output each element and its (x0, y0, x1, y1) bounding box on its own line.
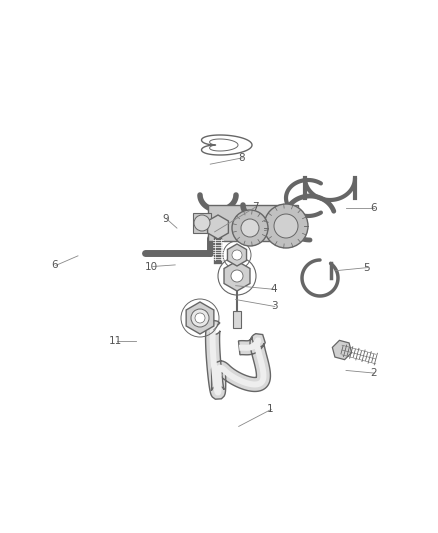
Circle shape (264, 204, 308, 248)
Text: 9: 9 (162, 214, 169, 223)
Text: 4: 4 (271, 285, 277, 294)
Text: 11: 11 (109, 336, 122, 346)
Circle shape (241, 219, 259, 237)
Polygon shape (209, 325, 266, 395)
Circle shape (191, 309, 209, 327)
Circle shape (232, 210, 268, 246)
Text: 2: 2 (370, 368, 377, 378)
Bar (193, 213, 211, 233)
Text: 6: 6 (52, 261, 58, 270)
Text: 1: 1 (267, 405, 274, 414)
Circle shape (274, 214, 298, 238)
Polygon shape (186, 302, 214, 334)
Polygon shape (205, 320, 270, 399)
Polygon shape (224, 261, 250, 291)
Circle shape (231, 270, 243, 282)
Polygon shape (233, 311, 241, 328)
Text: 6: 6 (370, 203, 377, 213)
Text: 7: 7 (252, 202, 258, 212)
Polygon shape (332, 341, 352, 360)
Circle shape (194, 215, 210, 231)
Circle shape (195, 313, 205, 323)
Polygon shape (227, 244, 247, 266)
Polygon shape (208, 215, 228, 239)
Text: 5: 5 (364, 263, 370, 272)
Text: 3: 3 (271, 302, 277, 311)
Text: 10: 10 (145, 262, 158, 271)
Bar (208, 205, 298, 241)
Text: 8: 8 (239, 153, 245, 163)
Circle shape (232, 250, 242, 260)
